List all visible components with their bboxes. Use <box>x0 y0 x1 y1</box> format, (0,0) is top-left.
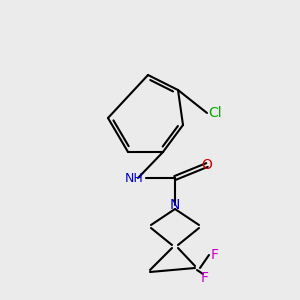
Text: F: F <box>201 271 209 285</box>
Text: Cl: Cl <box>208 106 222 120</box>
Text: NH: NH <box>124 172 143 184</box>
Text: N: N <box>170 198 180 212</box>
Text: F: F <box>211 248 219 262</box>
Text: O: O <box>202 158 212 172</box>
